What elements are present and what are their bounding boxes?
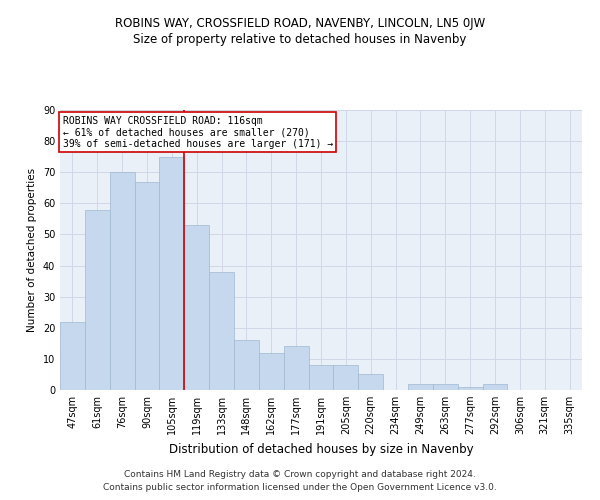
Bar — [408, 384, 433, 390]
Bar — [308, 365, 334, 390]
Bar — [284, 346, 308, 390]
Bar — [184, 225, 209, 390]
Bar — [209, 272, 234, 390]
Bar — [259, 352, 284, 390]
Bar — [482, 384, 508, 390]
Text: Contains public sector information licensed under the Open Government Licence v3: Contains public sector information licen… — [103, 484, 497, 492]
Bar — [85, 210, 110, 390]
Bar — [60, 322, 85, 390]
Bar — [358, 374, 383, 390]
Bar — [110, 172, 134, 390]
Text: ROBINS WAY, CROSSFIELD ROAD, NAVENBY, LINCOLN, LN5 0JW: ROBINS WAY, CROSSFIELD ROAD, NAVENBY, LI… — [115, 18, 485, 30]
Bar — [433, 384, 458, 390]
Text: Size of property relative to detached houses in Navenby: Size of property relative to detached ho… — [133, 32, 467, 46]
Bar — [160, 156, 184, 390]
Bar — [234, 340, 259, 390]
Y-axis label: Number of detached properties: Number of detached properties — [27, 168, 37, 332]
Bar — [134, 182, 160, 390]
X-axis label: Distribution of detached houses by size in Navenby: Distribution of detached houses by size … — [169, 442, 473, 456]
Text: Contains HM Land Registry data © Crown copyright and database right 2024.: Contains HM Land Registry data © Crown c… — [124, 470, 476, 479]
Text: ROBINS WAY CROSSFIELD ROAD: 116sqm
← 61% of detached houses are smaller (270)
39: ROBINS WAY CROSSFIELD ROAD: 116sqm ← 61%… — [62, 116, 333, 149]
Bar — [458, 387, 482, 390]
Bar — [334, 365, 358, 390]
